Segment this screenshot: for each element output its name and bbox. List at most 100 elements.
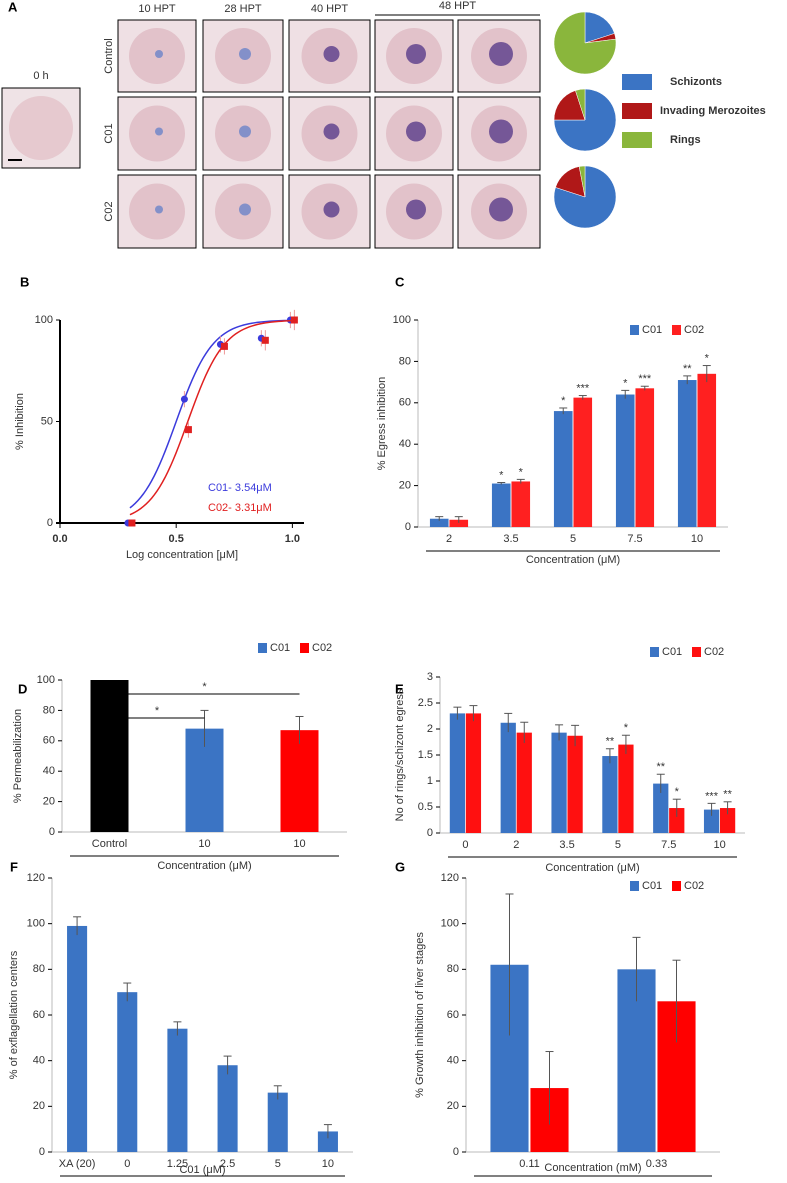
bar	[551, 732, 567, 833]
parasite	[489, 119, 513, 144]
significance: ***	[705, 790, 719, 802]
bar	[500, 722, 516, 833]
fit-curve	[129, 319, 293, 516]
significance: **	[606, 736, 615, 748]
y-tick-label: 3	[427, 671, 433, 683]
fit-curve	[129, 319, 293, 509]
bar	[703, 809, 720, 833]
y-tick-label: 80	[447, 963, 459, 975]
significance: ***	[576, 382, 590, 394]
legend-label: C01	[642, 880, 662, 892]
bar	[653, 783, 669, 833]
y-tick-label: 40	[43, 765, 55, 777]
y-axis-title: % Growth inhibition of liver stages	[414, 932, 426, 1098]
bar	[317, 1131, 338, 1152]
point	[261, 336, 269, 344]
parasite	[406, 44, 426, 64]
y-tick-label: 1	[427, 775, 433, 787]
y-tick-label: 80	[43, 704, 55, 716]
legend-swatch	[650, 647, 659, 657]
bar	[117, 992, 138, 1152]
parasite	[239, 125, 251, 138]
y-tick-label: 2	[427, 723, 433, 735]
y-tick-label: 40	[33, 1055, 45, 1067]
legend-swatch	[622, 132, 652, 148]
y-tick-label: 100	[393, 314, 411, 326]
point	[180, 395, 188, 403]
x-tick-label: 7.5	[627, 533, 642, 545]
panel-label: E	[395, 681, 404, 696]
parasite	[155, 205, 163, 214]
y-tick-label: 80	[33, 963, 45, 975]
significance: *	[519, 466, 524, 478]
panel-label: D	[18, 681, 27, 696]
y-tick-label: 60	[43, 735, 55, 747]
x-axis-title: Concentration (μM)	[545, 862, 639, 874]
bar	[491, 483, 511, 527]
y-tick-label: 1.5	[418, 749, 433, 761]
panel-label: F	[10, 859, 18, 874]
bar	[618, 744, 634, 833]
time-label: 40 HPT	[311, 3, 349, 15]
x-tick-label: 1.0	[285, 533, 300, 545]
y-tick-label: 60	[399, 397, 411, 409]
bar	[167, 1028, 188, 1152]
legend-swatch	[692, 647, 701, 657]
point	[220, 342, 228, 350]
row-label: C02	[103, 201, 115, 221]
significance: *	[561, 395, 566, 407]
x-tick-label: 3.5	[559, 839, 574, 851]
legend-swatch	[630, 881, 639, 891]
legend-label: C01	[270, 642, 290, 654]
x-tick-label: XA (20)	[59, 1158, 96, 1170]
x-axis-title: Log concentration [μM]	[126, 549, 238, 561]
y-tick-label: 20	[43, 796, 55, 808]
x-tick-label: 10	[322, 1158, 334, 1170]
x-tick-label: 0.33	[646, 1158, 667, 1170]
legend-label: C01	[642, 324, 662, 336]
time-label: 28 HPT	[224, 3, 262, 15]
point	[128, 519, 136, 527]
bar	[465, 713, 482, 833]
significance: *	[675, 786, 680, 798]
bar	[90, 680, 129, 832]
time-label: 48 HPT	[439, 0, 477, 12]
parasite	[406, 121, 426, 142]
panel-label: G	[395, 859, 405, 874]
parasite	[155, 127, 163, 136]
y-tick-label: 0	[453, 1146, 459, 1158]
y-tick-label: 80	[399, 355, 411, 367]
significance: **	[723, 789, 732, 801]
point	[290, 316, 298, 324]
x-tick-label: 3.5	[503, 533, 518, 545]
x-tick-label: 2	[513, 839, 519, 851]
y-tick-label: 2.5	[418, 697, 433, 709]
significance: **	[683, 363, 692, 375]
x-tick-label: Control	[92, 838, 127, 850]
bar	[567, 735, 583, 833]
significance: *	[155, 705, 160, 717]
y-tick-label: 60	[447, 1009, 459, 1021]
bar	[67, 925, 88, 1152]
bar	[697, 373, 717, 527]
y-tick-label: 100	[27, 918, 45, 930]
significance: *	[624, 722, 629, 734]
y-tick-label: 40	[447, 1055, 459, 1067]
parasite	[239, 203, 251, 216]
y-tick-label: 120	[441, 872, 459, 884]
y-tick-label: 120	[27, 872, 45, 884]
parasite	[323, 201, 340, 218]
y-tick-label: 0	[427, 827, 433, 839]
significance: *	[623, 377, 628, 389]
x-tick-label: 0.11	[519, 1158, 540, 1170]
significance: *	[499, 469, 504, 481]
legend-swatch	[622, 103, 652, 119]
pie-slice	[575, 88, 586, 121]
legend-label: C02	[312, 642, 332, 654]
x-tick-label: 10	[713, 839, 725, 851]
y-tick-label: 0	[49, 826, 55, 838]
legend-label: C02	[704, 646, 724, 658]
legend-label: C02	[684, 880, 704, 892]
x-tick-label: 7.5	[661, 839, 676, 851]
legend-swatch	[622, 74, 652, 90]
